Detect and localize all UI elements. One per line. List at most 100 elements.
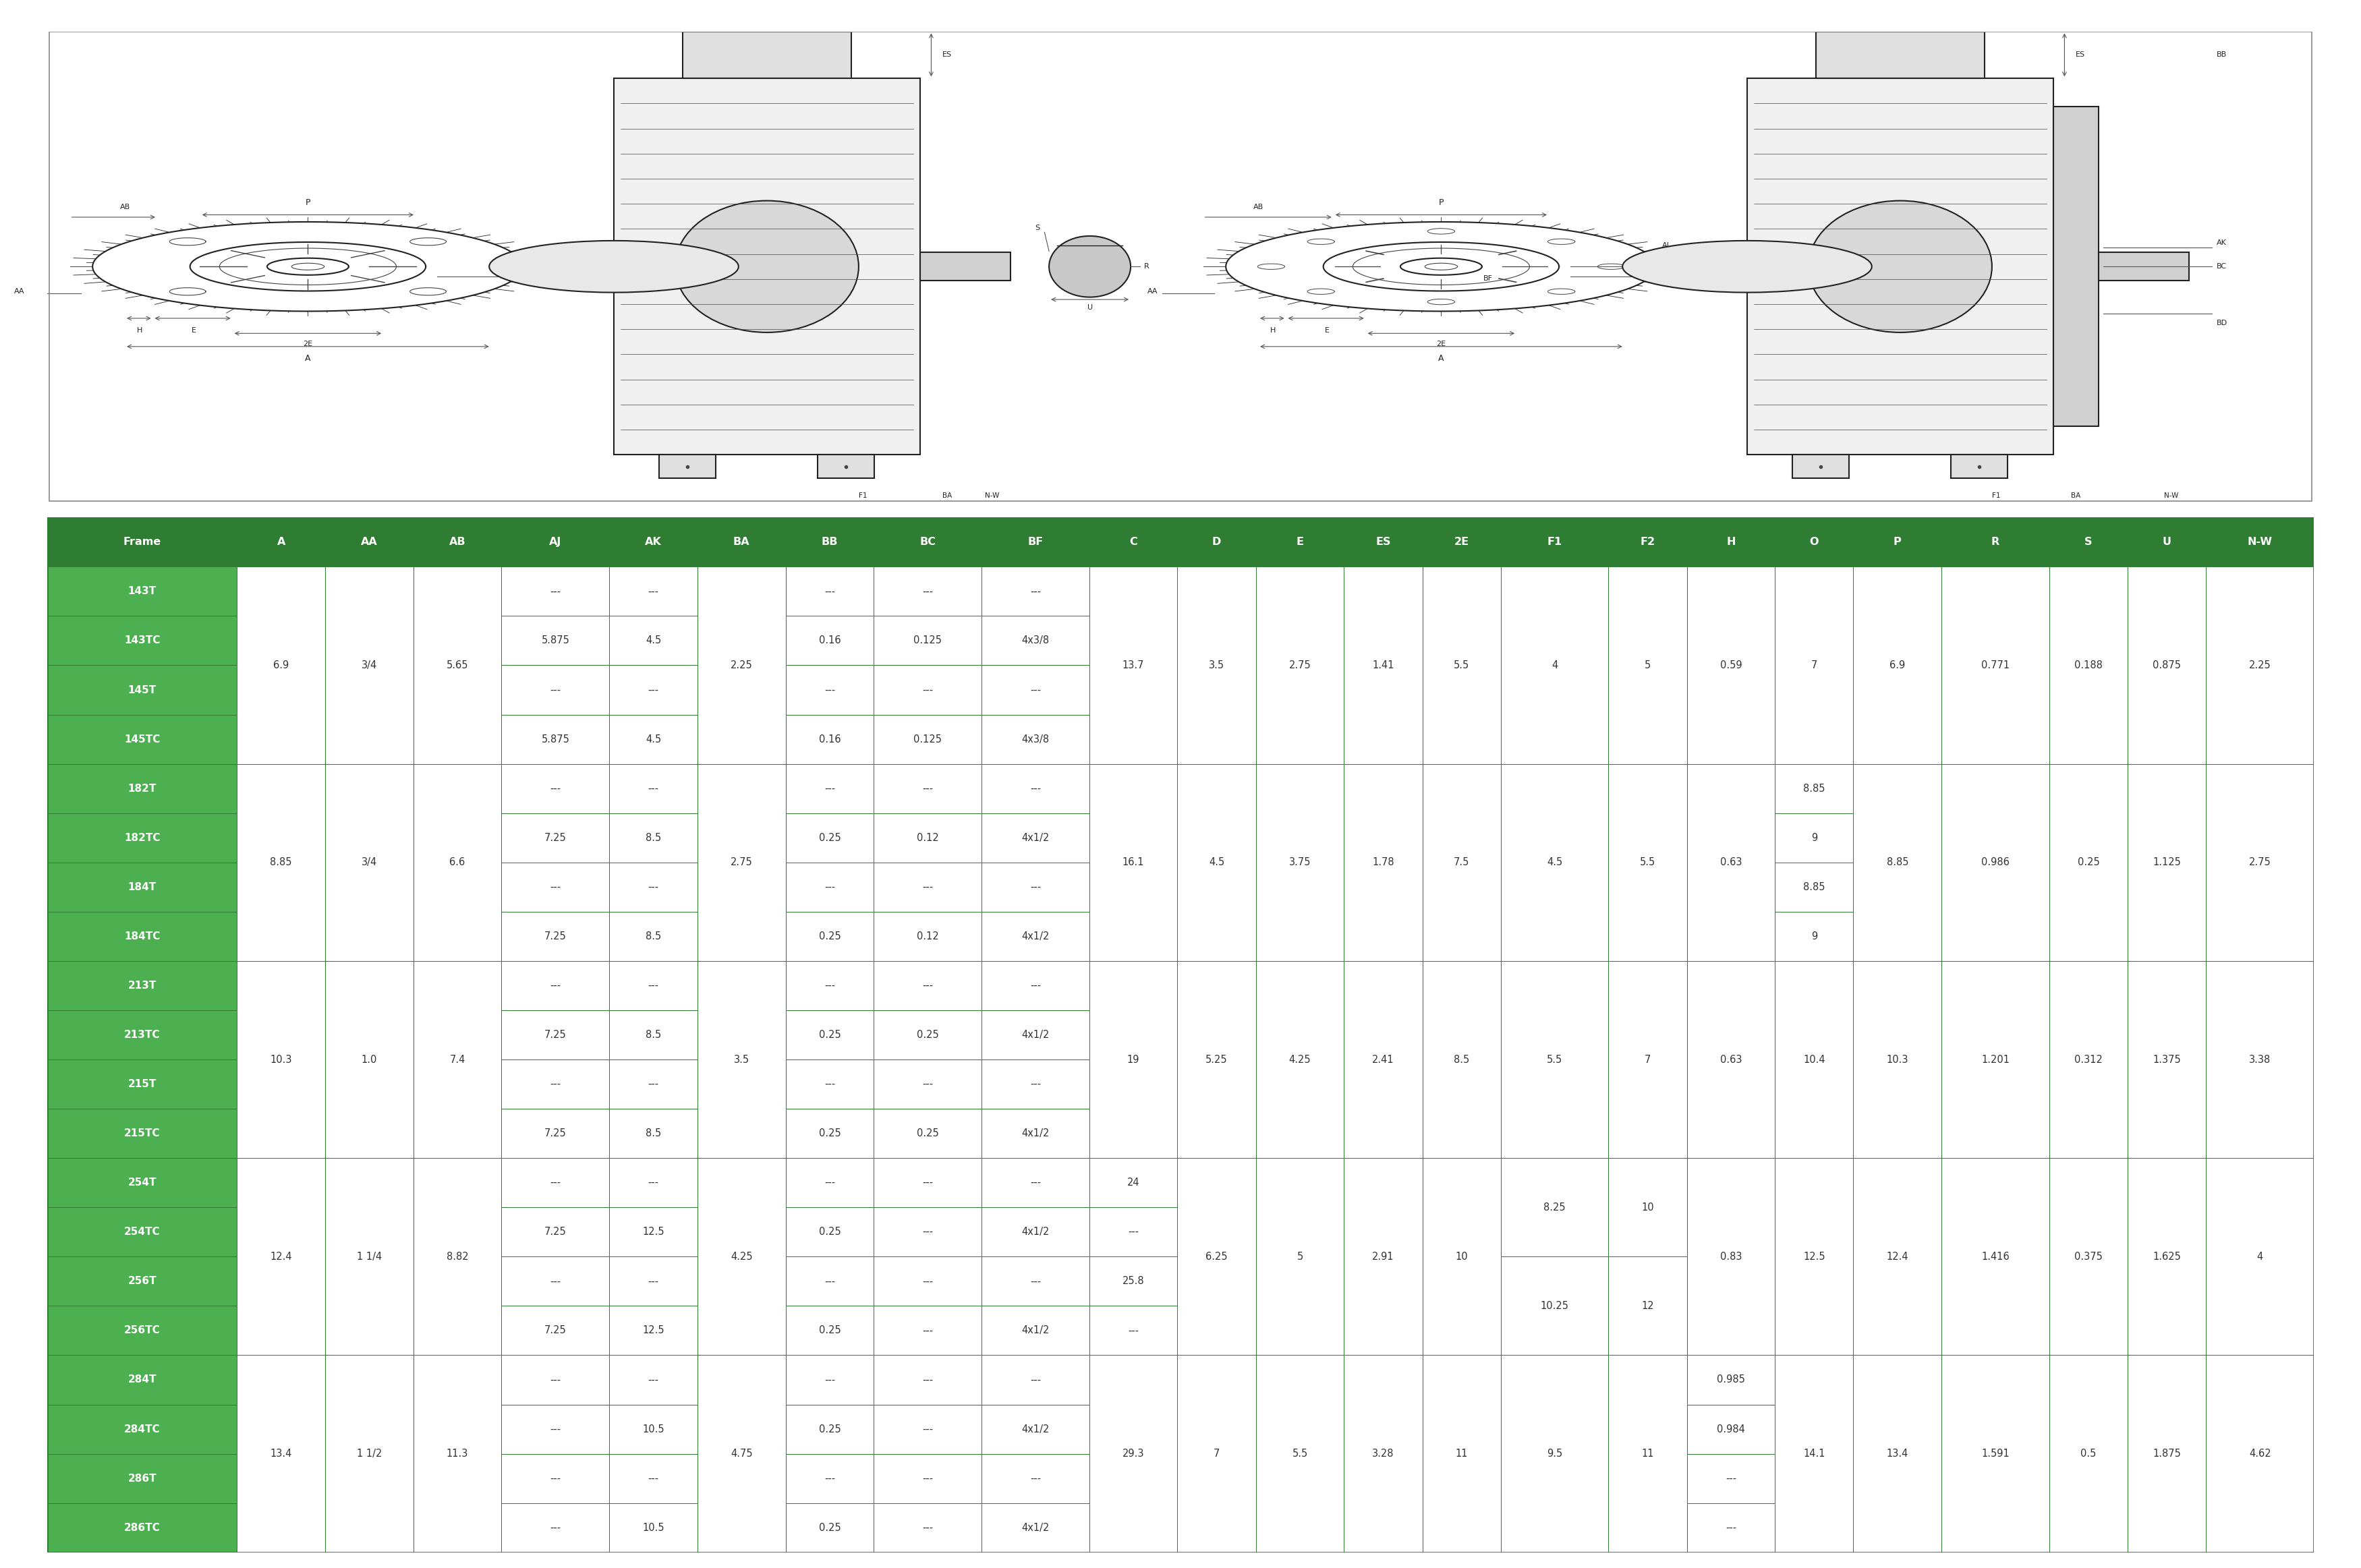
Text: 4.5: 4.5 [1546, 858, 1563, 867]
Bar [2127, 1256, 2205, 1306]
Bar [982, 961, 1088, 1010]
Text: ---: --- [647, 1276, 659, 1286]
Text: 5.25: 5.25 [1206, 980, 1228, 991]
Bar [1686, 1504, 1775, 1552]
Text: 10.3: 10.3 [1886, 980, 1908, 991]
Bar [2127, 1109, 2205, 1159]
Bar [609, 715, 696, 764]
Bar [1178, 1405, 1256, 1454]
Text: 4x1/2: 4x1/2 [1022, 1325, 1048, 1336]
Text: 4x1/2: 4x1/2 [1022, 1523, 1048, 1534]
Text: 254TC: 254TC [125, 1226, 161, 1237]
Bar [1256, 764, 1343, 961]
Ellipse shape [1809, 201, 1993, 332]
Bar [1853, 1010, 1941, 1060]
Bar [1178, 1355, 1256, 1552]
Bar [2049, 1159, 2127, 1207]
Bar [326, 1159, 413, 1207]
Bar [786, 1159, 874, 1207]
Bar [1421, 961, 1502, 1010]
Bar [696, 517, 786, 566]
Bar [1775, 862, 1853, 911]
Text: 12: 12 [1641, 1301, 1655, 1311]
Text: 2.75: 2.75 [1289, 660, 1310, 671]
Text: 0.63: 0.63 [1719, 1054, 1742, 1065]
Bar [1608, 814, 1686, 862]
Text: S: S [2085, 536, 2092, 547]
Text: ---: --- [923, 1276, 933, 1286]
Bar [1178, 715, 1256, 764]
Bar [696, 1207, 786, 1256]
Text: 11: 11 [1454, 1375, 1469, 1385]
Text: A: A [305, 354, 312, 362]
Bar [614, 78, 921, 455]
Bar [1088, 566, 1178, 764]
Bar [1502, 1207, 1608, 1256]
Bar [2049, 1207, 2127, 1256]
Bar [236, 1060, 326, 1109]
Bar [1256, 862, 1343, 911]
Bar [1256, 1454, 1343, 1504]
Text: ---: --- [1129, 1325, 1138, 1336]
Bar [1502, 961, 1608, 1159]
Text: 6.25: 6.25 [1206, 1251, 1228, 1262]
Text: 4: 4 [1551, 660, 1558, 671]
Bar [1686, 1256, 1775, 1306]
Bar [1088, 1355, 1178, 1552]
Text: 7: 7 [1646, 1054, 1650, 1065]
Bar [2205, 1256, 2314, 1306]
Bar [501, 1504, 609, 1552]
Bar [1853, 1159, 1941, 1355]
Bar [501, 961, 609, 1010]
Bar [659, 455, 715, 478]
Bar [982, 1355, 1088, 1405]
Text: 2.75: 2.75 [1289, 586, 1310, 596]
Bar [47, 862, 236, 911]
Bar [1421, 764, 1502, 814]
Bar [326, 814, 413, 862]
Bar [1088, 566, 1178, 616]
Bar [1686, 961, 1775, 1010]
Bar [1088, 1207, 1178, 1256]
Text: 1.201: 1.201 [1981, 980, 2009, 991]
Bar [1775, 616, 1853, 665]
Bar [874, 764, 982, 814]
Bar [1421, 1010, 1502, 1060]
Bar [2205, 1504, 2314, 1552]
Text: ---: --- [1129, 1226, 1138, 1237]
Bar [1816, 31, 1983, 78]
Bar [2205, 814, 2314, 862]
Bar [1941, 715, 2049, 764]
Bar [1502, 566, 1608, 764]
Text: 4.5: 4.5 [645, 734, 661, 745]
Bar [1686, 566, 1775, 616]
Bar [786, 715, 874, 764]
Bar [1178, 665, 1256, 715]
Bar [1421, 1159, 1502, 1207]
Text: 0.771: 0.771 [1981, 586, 2009, 596]
Bar [1941, 517, 2049, 566]
Text: 13.7: 13.7 [1121, 660, 1145, 671]
Text: ---: --- [647, 1079, 659, 1090]
Bar [1853, 911, 1941, 961]
Bar [874, 1355, 982, 1405]
Text: ---: --- [1029, 784, 1041, 793]
Bar [2049, 862, 2127, 911]
Bar [609, 1060, 696, 1109]
Bar [609, 911, 696, 961]
Bar [1686, 1207, 1775, 1256]
Text: 7.4: 7.4 [449, 1054, 465, 1065]
Bar [1941, 862, 2049, 911]
Bar [326, 1454, 413, 1504]
Bar [413, 715, 501, 764]
Bar [1775, 1504, 1853, 1552]
Text: 254T: 254T [127, 1178, 156, 1189]
Bar [2127, 1355, 2205, 1552]
Bar [1088, 1159, 1178, 1207]
Bar [236, 814, 326, 862]
Bar [1608, 715, 1686, 764]
Bar [874, 517, 982, 566]
Bar [326, 566, 413, 616]
Text: 12.5: 12.5 [642, 1226, 663, 1237]
Bar [236, 715, 326, 764]
